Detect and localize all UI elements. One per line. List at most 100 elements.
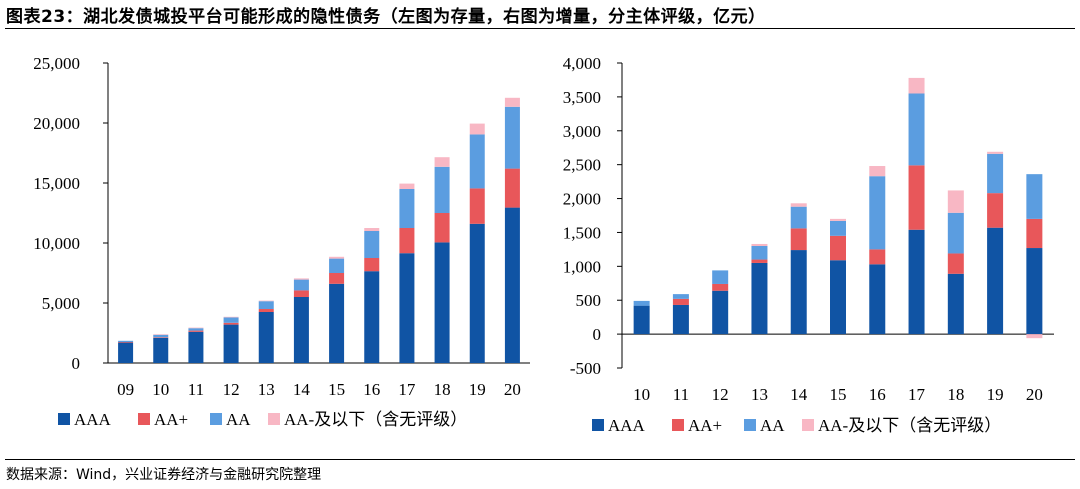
legend-swatch bbox=[672, 419, 684, 431]
bar-segment-aaa-17 bbox=[399, 253, 415, 363]
bar-segment-aa-minus-12 bbox=[223, 316, 239, 318]
y-tick-label: 4,000 bbox=[563, 54, 601, 73]
bar-segment-aa-minus-20 bbox=[1026, 334, 1043, 339]
bar-segment-aaa-13 bbox=[751, 262, 768, 335]
y-tick-label: 0 bbox=[72, 354, 81, 373]
bar-segment-aaa-18 bbox=[947, 273, 964, 335]
bar-segment-aa-20 bbox=[1026, 174, 1043, 219]
bar-segment-aa-plus-13 bbox=[258, 309, 274, 312]
bar-segment-aa-plus-15 bbox=[830, 235, 846, 261]
bar-segment-aa-plus-11 bbox=[188, 330, 204, 332]
x-tick-label: 09 bbox=[117, 380, 134, 399]
y-tick-label: 25,000 bbox=[33, 54, 80, 73]
bar-segment-aa-10 bbox=[633, 300, 650, 306]
bar-segment-aaa-11 bbox=[188, 331, 204, 363]
bar-segment-aa-minus-15 bbox=[329, 256, 345, 259]
bar-segment-aa-plus-16 bbox=[364, 258, 380, 272]
x-tick-label: 12 bbox=[223, 380, 240, 399]
x-tick-label: 15 bbox=[328, 380, 345, 399]
bar-segment-aaa-15 bbox=[830, 260, 846, 335]
y-tick-label: 5,000 bbox=[42, 294, 80, 313]
bar-segment-aaa-10 bbox=[633, 305, 650, 335]
bar-segment-aa-plus-20 bbox=[1026, 218, 1043, 249]
bar-segment-aa-minus-20 bbox=[504, 97, 520, 107]
bar-segment-aa-plus-12 bbox=[223, 322, 239, 325]
legend-label: AA bbox=[226, 410, 251, 429]
x-tick-label: 17 bbox=[398, 380, 416, 399]
bar-segment-aa-minus-16 bbox=[364, 228, 380, 231]
y-tick-label: 10,000 bbox=[33, 234, 80, 253]
x-tick-label: 16 bbox=[869, 385, 886, 404]
bar-segment-aa-16 bbox=[869, 176, 886, 250]
bar-segment-aaa-20 bbox=[1026, 248, 1043, 335]
bar-segment-aa-plus-12 bbox=[712, 283, 729, 291]
y-tick-label: 1,500 bbox=[563, 223, 601, 242]
bar-segment-aa-13 bbox=[751, 246, 768, 260]
bar-segment-aa-minus-17 bbox=[908, 77, 925, 94]
bar-segment-aa-minus-17 bbox=[399, 183, 415, 189]
x-tick-label: 18 bbox=[947, 385, 964, 404]
x-tick-label: 14 bbox=[790, 385, 808, 404]
bar-segment-aa-11 bbox=[672, 294, 689, 299]
bar-segment-aa-plus-15 bbox=[329, 273, 345, 284]
bar-segment-aa-plus-14 bbox=[293, 290, 309, 297]
source-rule bbox=[5, 459, 1075, 460]
y-tick-label: 20,000 bbox=[33, 114, 80, 133]
y-tick-label: 1,000 bbox=[563, 257, 601, 276]
bar-segment-aa-minus-13 bbox=[751, 243, 768, 246]
y-tick-label: 15,000 bbox=[33, 174, 80, 193]
x-tick-label: 19 bbox=[987, 385, 1004, 404]
y-tick-label: 500 bbox=[576, 291, 602, 310]
title-rule bbox=[5, 28, 1075, 29]
bar-segment-aa-12 bbox=[223, 317, 239, 323]
bar-segment-aa-10 bbox=[153, 334, 169, 338]
bar-segment-aa-minus-11 bbox=[188, 327, 204, 329]
bar-segment-aaa-11 bbox=[672, 304, 689, 335]
bar-segment-aaa-14 bbox=[293, 297, 309, 363]
bar-segment-aa-19 bbox=[987, 153, 1004, 194]
bar-segment-aa-plus-13 bbox=[751, 259, 768, 263]
bar-segment-aaa-16 bbox=[364, 271, 380, 363]
bar-segment-aaa-16 bbox=[869, 264, 886, 335]
bar-segment-aaa-19 bbox=[987, 227, 1004, 335]
y-tick-label: 0 bbox=[593, 325, 602, 344]
bar-segment-aa-plus-19 bbox=[469, 188, 485, 224]
figure-title: 图表23：湖北发债城投平台可能形成的隐性债务（左图为存量，右图为增量，分主体评级… bbox=[6, 7, 766, 27]
bar-segment-aa-plus-17 bbox=[908, 165, 925, 230]
bar-segment-aaa-10 bbox=[153, 337, 169, 363]
y-tick-label: 2,500 bbox=[563, 156, 601, 175]
bar-segment-aa-15 bbox=[830, 220, 846, 236]
legend-label: AA+ bbox=[154, 410, 188, 429]
x-tick-label: 11 bbox=[673, 385, 689, 404]
x-tick-label: 19 bbox=[469, 380, 486, 399]
x-tick-label: 10 bbox=[152, 380, 169, 399]
bar-segment-aa-15 bbox=[329, 258, 345, 273]
bar-segment-aaa-17 bbox=[908, 229, 925, 335]
x-tick-label: 16 bbox=[363, 380, 380, 399]
bar-segment-aa-minus-13 bbox=[258, 300, 274, 302]
legend-swatch bbox=[138, 413, 150, 425]
bar-segment-aa-minus-18 bbox=[947, 190, 964, 213]
bar-segment-aa-plus-17 bbox=[399, 228, 415, 254]
legend-label: AAA bbox=[74, 410, 112, 429]
legend-swatch bbox=[592, 419, 604, 431]
source-note: 数据来源：Wind，兴业证券经济与金融研究院整理 bbox=[6, 467, 322, 483]
bar-segment-aa-17 bbox=[399, 189, 415, 228]
bar-segment-aa-12 bbox=[712, 270, 729, 284]
bar-segment-aa-minus-14 bbox=[293, 278, 309, 280]
bar-segment-aa-13 bbox=[258, 301, 274, 309]
bar-segment-aa-18 bbox=[947, 212, 964, 254]
x-tick-label: 20 bbox=[504, 380, 521, 399]
bar-segment-aaa-18 bbox=[434, 242, 450, 363]
bar-segment-aa-plus-10 bbox=[153, 337, 169, 338]
x-tick-label: 13 bbox=[751, 385, 768, 404]
x-tick-label: 15 bbox=[830, 385, 847, 404]
bar-segment-aa-16 bbox=[364, 231, 380, 258]
bar-segment-aaa-14 bbox=[790, 250, 807, 335]
bar-segment-aaa-20 bbox=[504, 207, 520, 363]
bar-segment-aa-14 bbox=[293, 279, 309, 291]
bar-segment-aaa-19 bbox=[469, 223, 485, 363]
y-tick-label: 3,500 bbox=[563, 88, 601, 107]
y-tick-label: -500 bbox=[570, 359, 601, 378]
bar-segment-aa-minus-10 bbox=[153, 334, 169, 335]
